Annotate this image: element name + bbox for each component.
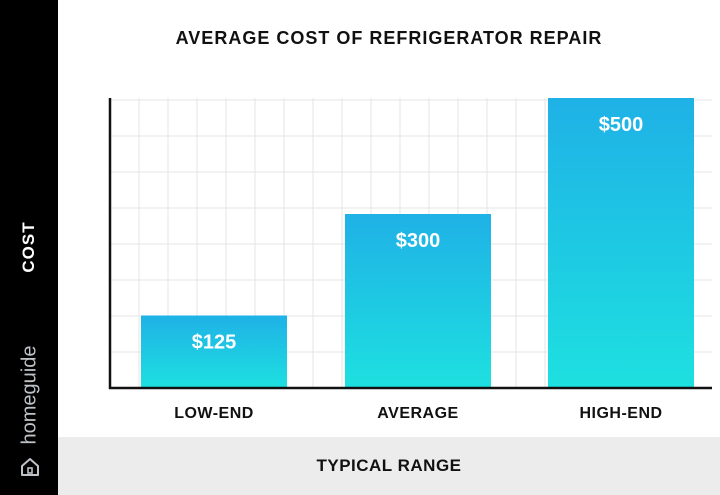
bar-low-end xyxy=(141,315,287,388)
axes xyxy=(108,98,712,390)
data-label: $300 xyxy=(396,230,441,252)
x-tick-label: AVERAGE xyxy=(377,405,458,422)
bar-average xyxy=(345,214,491,388)
bar-chart: $125 $300 $500 LOW-END AVERAGE HIGH-END xyxy=(108,98,712,422)
home-icon xyxy=(21,458,39,476)
x-tick-labels: LOW-END AVERAGE HIGH-END xyxy=(174,405,662,422)
x-tick-label: HIGH-END xyxy=(579,405,662,422)
chart-title: AVERAGE COST OF REFRIGERATOR REPAIR xyxy=(175,28,603,48)
sidebar: COST homeguide xyxy=(0,0,58,495)
data-label: $500 xyxy=(599,114,644,136)
bars: $125 $300 $500 xyxy=(141,98,694,388)
x-axis-footer: TYPICAL RANGE xyxy=(58,437,720,495)
data-label: $125 xyxy=(192,332,237,354)
bar-high-end xyxy=(548,98,694,388)
x-tick-label: LOW-END xyxy=(174,405,254,422)
x-axis-label: TYPICAL RANGE xyxy=(316,456,462,475)
